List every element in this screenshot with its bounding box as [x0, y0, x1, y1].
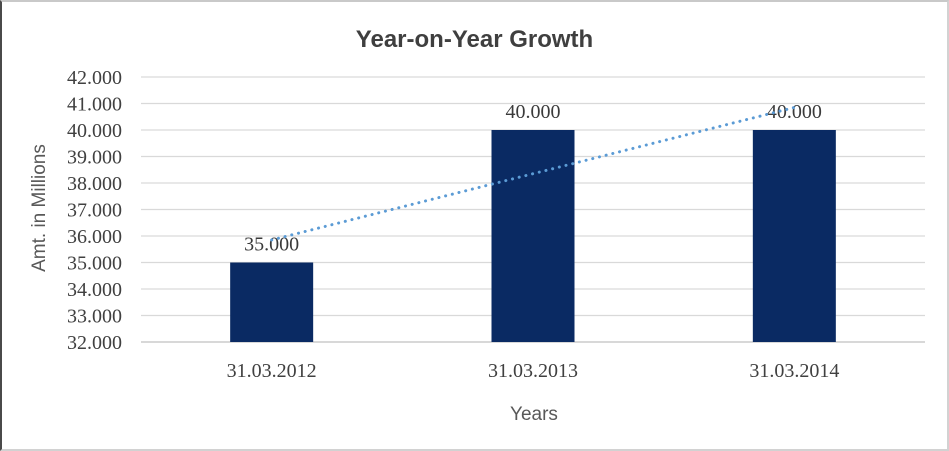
y-tick-label: 40.000 [67, 120, 122, 142]
x-category-label: 31.03.2012 [227, 360, 317, 382]
y-tick-label: 37.000 [67, 200, 122, 222]
y-tick-label: 34.000 [67, 279, 122, 301]
y-tick-label: 41.000 [67, 94, 122, 116]
bar-31.03.2012 [230, 262, 314, 342]
bar-31.03.2014 [752, 130, 836, 342]
y-tick-label: 38.000 [67, 173, 122, 195]
x-axis-title: Years [510, 404, 558, 425]
y-tick-label: 36.000 [67, 226, 122, 248]
trendline [270, 105, 796, 242]
bar-31.03.2013 [491, 130, 575, 342]
y-tick-label: 39.000 [67, 147, 122, 169]
x-category-label: 31.03.2014 [749, 360, 839, 382]
y-tick-label: 42.000 [67, 67, 122, 89]
bar-data-label: 35.000 [244, 234, 299, 256]
chart-title: Year-on-Year Growth [355, 26, 594, 53]
y-tick-label: 33.000 [67, 306, 122, 328]
bar-data-label: 40.000 [506, 101, 561, 123]
y-tick-label: 32.000 [67, 332, 122, 354]
bar-data-label: 40.000 [767, 101, 822, 123]
y-tick-label: 35.000 [67, 253, 122, 275]
x-category-label: 31.03.2013 [488, 360, 578, 382]
